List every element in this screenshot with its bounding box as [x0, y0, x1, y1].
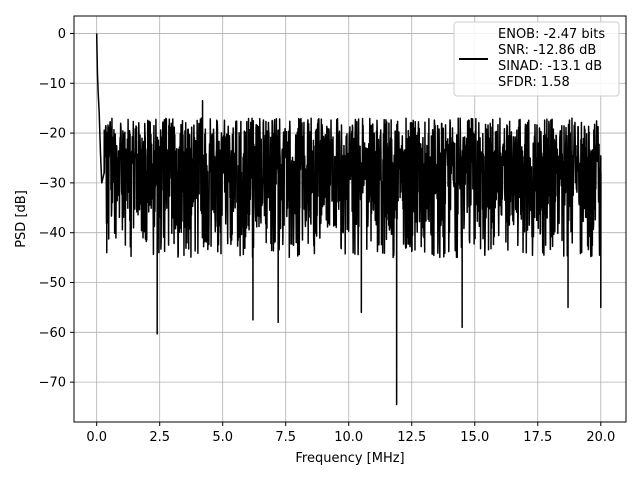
legend-line-3: SINAD: -13.1 dB — [498, 59, 602, 74]
y-axis-label: PSD [dB] — [14, 190, 29, 248]
y-tick-label: −70 — [39, 376, 66, 391]
y-tick-label: −50 — [39, 276, 66, 291]
y-tick-label: −30 — [39, 176, 66, 191]
y-tick-label: −10 — [39, 77, 66, 92]
legend-line-1: ENOB: -2.47 bits — [498, 27, 605, 42]
psd-series-line — [95, 33, 602, 406]
y-tick-label: −20 — [39, 127, 66, 142]
y-axis-ticks: 0 −10 −20 −30 −40 −50 −60 −70 — [39, 27, 74, 391]
plot-area — [95, 33, 602, 406]
y-tick-label: −40 — [39, 226, 66, 241]
legend-line-4: SFDR: 1.58 — [498, 75, 570, 90]
x-tick-label: 7.5 — [275, 430, 296, 445]
x-tick-label: 15.0 — [460, 430, 489, 445]
x-tick-label: 17.5 — [523, 430, 552, 445]
x-tick-label: 2.5 — [149, 430, 170, 445]
x-tick-label: 5.0 — [212, 430, 233, 445]
x-axis-ticks: 0.0 2.5 5.0 7.5 10.0 12.5 15.0 17.5 20.0 — [86, 422, 615, 445]
x-tick-label: 0.0 — [86, 430, 107, 445]
y-tick-label: 0 — [58, 27, 66, 42]
y-tick-label: −60 — [39, 326, 66, 341]
axes-frame — [73, 15, 627, 423]
x-tick-label: 12.5 — [397, 430, 426, 445]
legend-box — [453, 21, 620, 97]
x-tick-label: 20.0 — [586, 430, 615, 445]
x-tick-label: 10.0 — [334, 430, 363, 445]
legend: ENOB: -2.47 bits SNR: -12.86 dB SINAD: -… — [453, 21, 620, 97]
legend-line-2: SNR: -12.86 dB — [498, 43, 596, 58]
x-axis-label: Frequency [MHz] — [295, 451, 404, 466]
